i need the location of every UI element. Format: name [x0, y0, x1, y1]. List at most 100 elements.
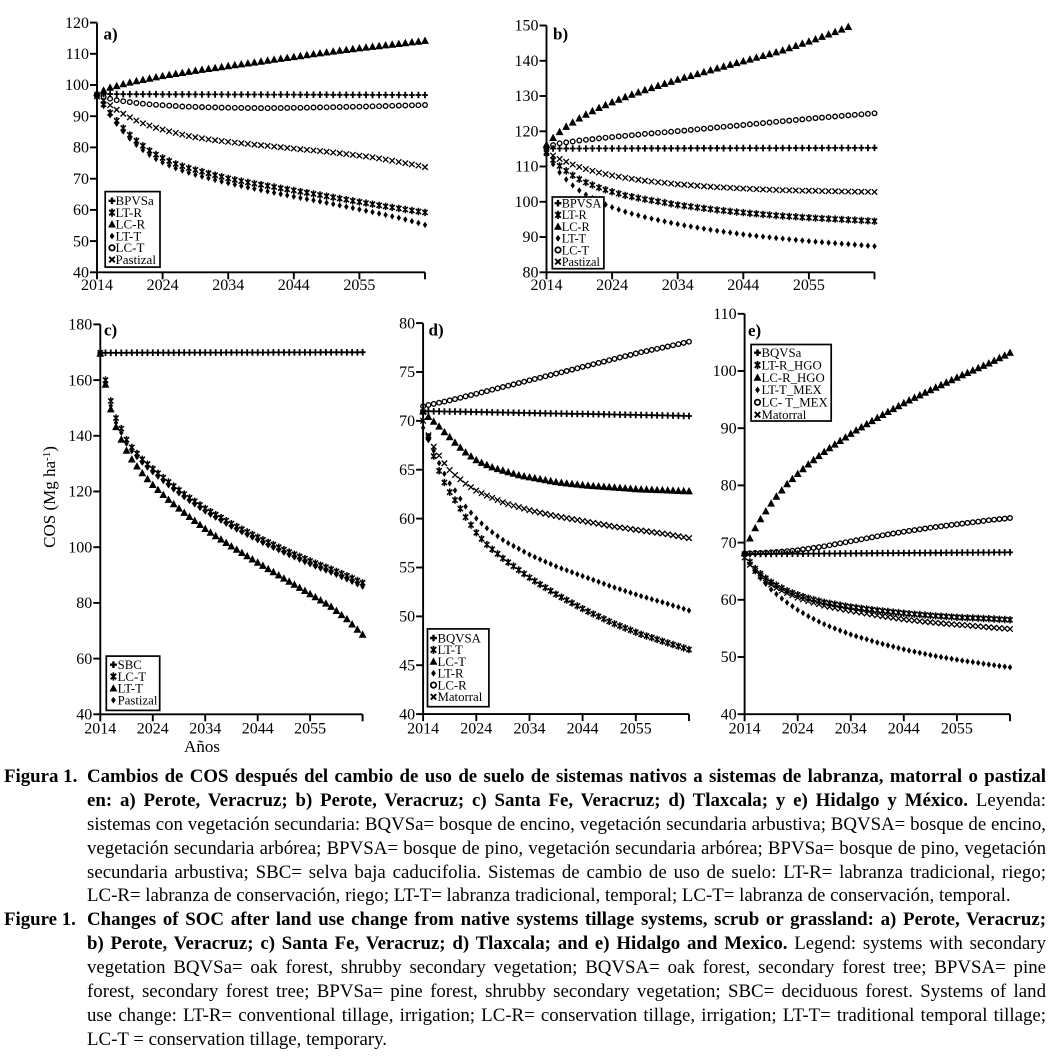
svg-text:50: 50: [73, 233, 89, 250]
svg-text:LC-T: LC-T: [438, 655, 467, 669]
svg-text:110: 110: [66, 46, 89, 63]
svg-text:60: 60: [73, 202, 89, 219]
svg-text:LT-R_HGO: LT-R_HGO: [762, 358, 822, 372]
svg-text:80: 80: [76, 595, 92, 612]
svg-text:2055: 2055: [343, 277, 375, 294]
svg-text:80: 80: [73, 140, 89, 157]
svg-text:70: 70: [721, 535, 737, 552]
svg-text:LT-R: LT-R: [562, 208, 588, 222]
svg-text:Matorral: Matorral: [762, 408, 807, 422]
svg-text:BPVSa: BPVSa: [116, 193, 155, 208]
svg-text:LT-T: LT-T: [118, 682, 144, 696]
svg-text:LC- T_MEX: LC- T_MEX: [762, 396, 829, 410]
svg-text:b): b): [553, 24, 568, 43]
svg-text:60: 60: [399, 511, 415, 528]
svg-text:90: 90: [73, 108, 89, 125]
svg-text:2034: 2034: [662, 277, 694, 294]
svg-text:Pastizal: Pastizal: [116, 252, 157, 267]
svg-text:COS (Mg ha-1): COS (Mg ha-1): [40, 446, 59, 548]
svg-text:BQVSA: BQVSA: [438, 631, 482, 645]
svg-text:100: 100: [515, 194, 539, 211]
svg-text:140: 140: [68, 428, 92, 445]
svg-text:40: 40: [73, 265, 89, 282]
svg-text:2044: 2044: [727, 277, 759, 294]
svg-text:80: 80: [721, 478, 737, 495]
svg-text:60: 60: [76, 651, 92, 668]
svg-text:Pastizal: Pastizal: [118, 693, 158, 707]
svg-text:2034: 2034: [835, 721, 867, 738]
svg-text:Matorral: Matorral: [438, 690, 483, 704]
svg-text:2034: 2034: [189, 721, 221, 738]
svg-text:130: 130: [515, 88, 539, 105]
svg-text:160: 160: [68, 372, 92, 389]
svg-text:2014: 2014: [531, 277, 563, 294]
svg-text:55: 55: [399, 560, 415, 577]
svg-text:100: 100: [68, 539, 92, 556]
svg-text:110: 110: [515, 159, 538, 176]
svg-text:2024: 2024: [147, 277, 179, 294]
svg-text:2014: 2014: [81, 277, 113, 294]
svg-text:120: 120: [65, 15, 89, 32]
svg-text:2024: 2024: [596, 277, 628, 294]
svg-text:120: 120: [515, 124, 539, 141]
svg-text:2044: 2044: [567, 721, 599, 738]
svg-text:110: 110: [713, 306, 736, 323]
svg-text:70: 70: [73, 171, 89, 188]
svg-text:LT-T: LT-T: [562, 232, 587, 246]
svg-text:BPVSA: BPVSA: [562, 197, 602, 211]
svg-text:c): c): [104, 320, 117, 339]
svg-text:45: 45: [399, 657, 415, 674]
svg-text:e): e): [748, 321, 761, 340]
svg-text:LC-R: LC-R: [116, 217, 146, 232]
svg-text:LT-R: LT-R: [438, 667, 465, 681]
svg-text:140: 140: [515, 53, 539, 70]
svg-text:LT-R: LT-R: [116, 205, 143, 220]
svg-text:60: 60: [721, 592, 737, 609]
svg-text:2024: 2024: [460, 721, 492, 738]
svg-text:2034: 2034: [514, 721, 546, 738]
svg-text:2055: 2055: [793, 277, 825, 294]
svg-text:65: 65: [399, 462, 415, 479]
svg-text:2044: 2044: [278, 277, 310, 294]
svg-text:a): a): [104, 24, 118, 43]
svg-text:LT-T_MEX: LT-T_MEX: [762, 383, 823, 397]
svg-text:2055: 2055: [294, 721, 326, 738]
svg-text:LC-R: LC-R: [438, 678, 468, 692]
svg-text:100: 100: [65, 77, 89, 94]
svg-text:BQVSa: BQVSa: [762, 346, 802, 360]
svg-text:2055: 2055: [620, 721, 652, 738]
svg-text:100: 100: [713, 363, 737, 380]
svg-text:Pastizal: Pastizal: [562, 255, 601, 269]
svg-text:LC-T: LC-T: [116, 240, 145, 255]
svg-text:90: 90: [523, 229, 539, 246]
svg-text:50: 50: [399, 609, 415, 626]
svg-text:40: 40: [76, 707, 92, 724]
svg-text:90: 90: [721, 420, 737, 437]
svg-text:LC-T: LC-T: [118, 670, 147, 684]
svg-text:SBC: SBC: [118, 658, 142, 672]
svg-text:LT-T: LT-T: [116, 228, 142, 243]
svg-text:80: 80: [399, 315, 415, 332]
svg-text:80: 80: [523, 265, 539, 282]
svg-text:40: 40: [399, 706, 415, 723]
svg-text:40: 40: [721, 706, 737, 723]
svg-text:75: 75: [399, 364, 415, 381]
svg-text:2044: 2044: [888, 721, 920, 738]
svg-text:2024: 2024: [137, 721, 169, 738]
svg-text:LC-T: LC-T: [562, 243, 590, 257]
svg-text:2014: 2014: [84, 721, 116, 738]
svg-text:LC-R_HGO: LC-R_HGO: [762, 371, 825, 385]
svg-text:2014: 2014: [729, 721, 761, 738]
svg-text:70: 70: [399, 413, 415, 430]
svg-text:Años: Años: [184, 737, 220, 756]
svg-text:150: 150: [515, 18, 539, 35]
svg-text:2024: 2024: [782, 721, 814, 738]
svg-text:2055: 2055: [941, 721, 973, 738]
svg-text:120: 120: [68, 484, 92, 501]
svg-text:d): d): [429, 320, 444, 339]
svg-text:180: 180: [68, 317, 92, 334]
svg-text:LT-T: LT-T: [438, 643, 464, 657]
svg-text:50: 50: [721, 649, 737, 666]
svg-text:2034: 2034: [212, 277, 244, 294]
svg-text:LC-R: LC-R: [562, 220, 591, 234]
